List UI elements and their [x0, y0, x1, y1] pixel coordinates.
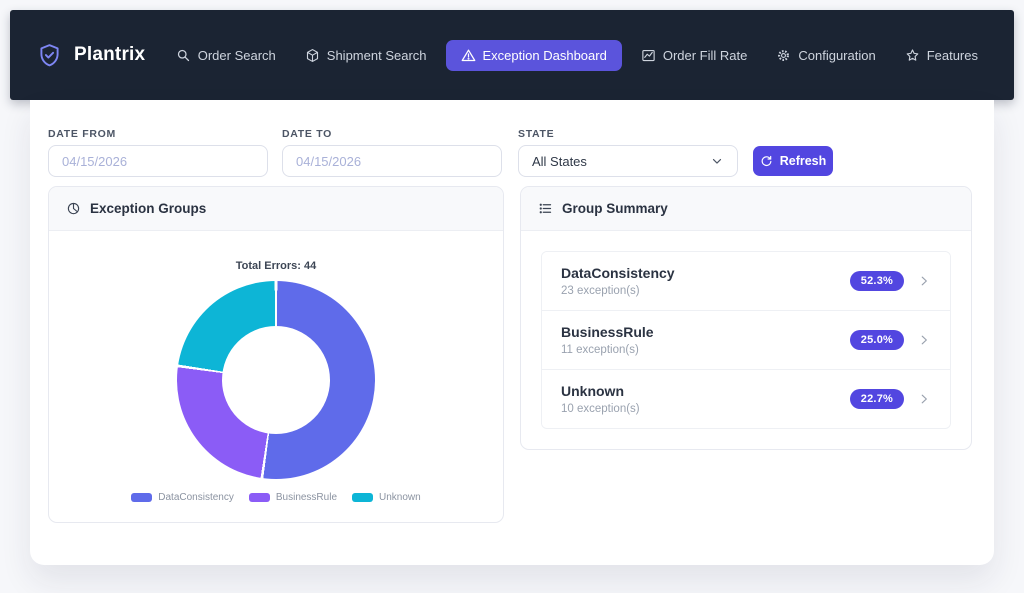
- date-to-input[interactable]: 04/15/2026: [282, 145, 502, 177]
- legend-label: DataConsistency: [158, 492, 234, 503]
- legend-item: Unknown: [352, 492, 421, 503]
- legend-swatch-dataconsistency: [131, 493, 153, 502]
- percentage-badge: 22.7%: [849, 389, 904, 409]
- star-icon: [905, 48, 920, 63]
- percentage-badge: 25.0%: [849, 330, 904, 350]
- nav-item-label: Order Search: [197, 47, 276, 63]
- row-count: 10 exception(s): [561, 403, 640, 415]
- warning-icon: [461, 48, 476, 63]
- summary-row-unknown[interactable]: Unknown 10 exception(s) 22.7%: [542, 370, 950, 428]
- row-count: 23 exception(s): [561, 285, 640, 297]
- date-to-value: 04/15/2026: [296, 153, 362, 169]
- chevron-down-icon: [710, 154, 724, 168]
- row-count: 11 exception(s): [561, 344, 639, 356]
- state-selected-value: All States: [532, 153, 587, 169]
- exception-groups-card: Exception Groups Total Errors: 44 DataCo…: [48, 186, 504, 523]
- exception-groups-header: Exception Groups: [49, 187, 503, 231]
- nav-item-label: Order Fill Rate: [662, 47, 748, 63]
- top-navbar: Plantrix Order Search Shipment Search: [10, 10, 1014, 100]
- legend-label: Unknown: [379, 492, 421, 503]
- nav-item-label: Shipment Search: [326, 47, 427, 63]
- row-right: 25.0%: [849, 330, 931, 350]
- nav-item-configuration[interactable]: Configuration: [766, 40, 885, 71]
- chevron-right-icon[interactable]: [917, 392, 931, 406]
- pie-chart-icon: [66, 201, 81, 216]
- group-summary-title: Group Summary: [562, 201, 668, 216]
- line-chart-icon: [641, 48, 656, 63]
- date-from-value: 04/15/2026: [62, 153, 128, 169]
- legend-swatch-businessrule: [248, 493, 270, 502]
- row-name: BusinessRule: [561, 324, 654, 340]
- donut-hole: [222, 326, 330, 434]
- summary-row-dataconsistency[interactable]: DataConsistency 23 exception(s) 52.3%: [542, 252, 950, 311]
- chart-title: Total Errors: 44: [235, 260, 317, 272]
- brand: Plantrix: [36, 42, 145, 69]
- row-right: 22.7%: [849, 389, 931, 409]
- gear-icon: [776, 48, 791, 63]
- nav-item-label: Exception Dashboard: [482, 47, 607, 63]
- donut-chart[interactable]: [177, 281, 375, 479]
- legend-swatch-unknown: [352, 493, 374, 502]
- date-from-label: DATE FROM: [48, 128, 116, 140]
- legend-label: BusinessRule: [275, 492, 338, 503]
- chart-legend: DataConsistency BusinessRule Unknown: [131, 492, 421, 503]
- nav-menu: Order Search Shipment Search Exception D…: [166, 39, 988, 71]
- state-select[interactable]: All States: [518, 145, 738, 177]
- refresh-icon: [760, 155, 773, 168]
- row-name: Unknown: [561, 383, 624, 399]
- package-icon: [305, 48, 320, 63]
- chevron-right-icon[interactable]: [917, 333, 931, 347]
- summary-row-businessrule[interactable]: BusinessRule 11 exception(s) 25.0%: [542, 311, 950, 370]
- list-icon: [538, 201, 553, 216]
- date-from-input[interactable]: 04/15/2026: [48, 145, 268, 177]
- group-summary-body: DataConsistency 23 exception(s) 52.3%: [521, 231, 971, 449]
- row-right: 52.3%: [849, 271, 931, 291]
- exception-groups-title: Exception Groups: [90, 201, 207, 216]
- legend-item: BusinessRule: [248, 492, 338, 503]
- row-text: BusinessRule 11 exception(s): [561, 324, 654, 356]
- brand-name: Plantrix: [74, 44, 146, 65]
- nav-item-shipment-search[interactable]: Shipment Search: [295, 40, 437, 71]
- nav-item-label: Configuration: [798, 47, 876, 63]
- legend-item: DataConsistency: [131, 492, 234, 503]
- percentage-badge: 52.3%: [849, 271, 904, 291]
- group-summary-card: Group Summary DataConsistency 23 excepti…: [520, 186, 972, 450]
- row-name: DataConsistency: [561, 265, 675, 281]
- shield-check-icon: [36, 42, 63, 69]
- nav-item-order-fill-rate[interactable]: Order Fill Rate: [631, 40, 758, 71]
- group-summary-header: Group Summary: [521, 187, 971, 231]
- chevron-right-icon[interactable]: [917, 274, 931, 288]
- row-text: DataConsistency 23 exception(s): [561, 265, 675, 297]
- nav-item-order-search[interactable]: Order Search: [166, 40, 286, 71]
- row-text: Unknown 10 exception(s): [561, 383, 640, 415]
- refresh-button-label: Refresh: [779, 154, 827, 168]
- date-to-label: DATE TO: [282, 128, 333, 140]
- donut-chart-area: Total Errors: 44 DataConsistency Busines…: [49, 231, 503, 503]
- refresh-button[interactable]: Refresh: [753, 146, 833, 176]
- group-summary-list: DataConsistency 23 exception(s) 52.3%: [541, 251, 951, 429]
- state-label: STATE: [518, 128, 555, 140]
- main-panel: DATE FROM DATE TO STATE 04/15/2026 04/15…: [30, 100, 994, 565]
- nav-item-exception-dashboard[interactable]: Exception Dashboard: [445, 39, 622, 71]
- nav-item-features[interactable]: Features: [895, 40, 988, 71]
- nav-item-label: Features: [926, 47, 978, 63]
- search-icon: [176, 48, 191, 63]
